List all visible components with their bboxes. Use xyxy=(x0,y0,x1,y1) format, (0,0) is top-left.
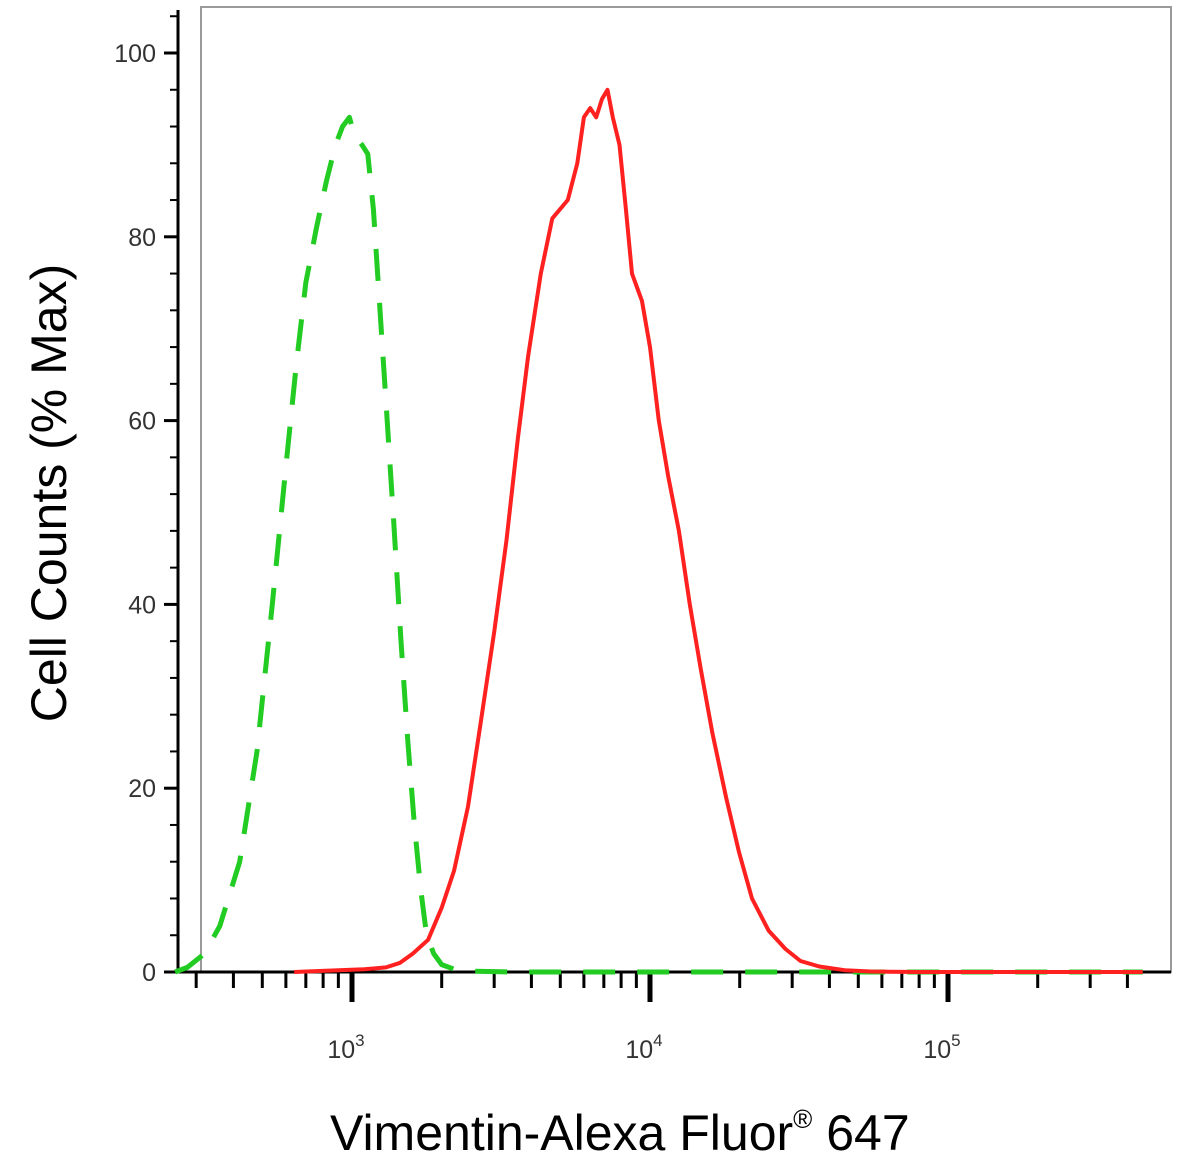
x-axis-title-registered: ® xyxy=(793,1104,812,1134)
x-axis-title-suffix: 647 xyxy=(812,1105,909,1161)
x-tick-label: 105 xyxy=(923,1031,960,1064)
x-axis-title-main: Vimentin-Alexa Fluor xyxy=(330,1105,793,1161)
x-axis-title: Vimentin-Alexa Fluor® 647 xyxy=(330,1104,910,1161)
x-tick-label: 104 xyxy=(625,1031,662,1064)
series-line-stained xyxy=(294,87,1143,974)
y-axis-title: Cell Counts (% Max) xyxy=(21,264,77,722)
y-axis: 0 20 40 60 80 100 xyxy=(114,10,180,987)
y-tick-label: 60 xyxy=(128,408,156,436)
series-layer xyxy=(174,87,1143,975)
y-tick-label: 40 xyxy=(128,591,156,619)
y-tick-label: 100 xyxy=(114,40,156,68)
y-tick-label: 20 xyxy=(128,775,156,803)
x-axis: 103 104 105 xyxy=(178,970,1171,1064)
plot-frame xyxy=(200,6,1172,973)
y-tick-label: 0 xyxy=(142,959,156,987)
y-tick-label: 80 xyxy=(128,224,156,252)
series-line-control xyxy=(174,114,1143,975)
x-tick-label: 103 xyxy=(327,1031,364,1064)
